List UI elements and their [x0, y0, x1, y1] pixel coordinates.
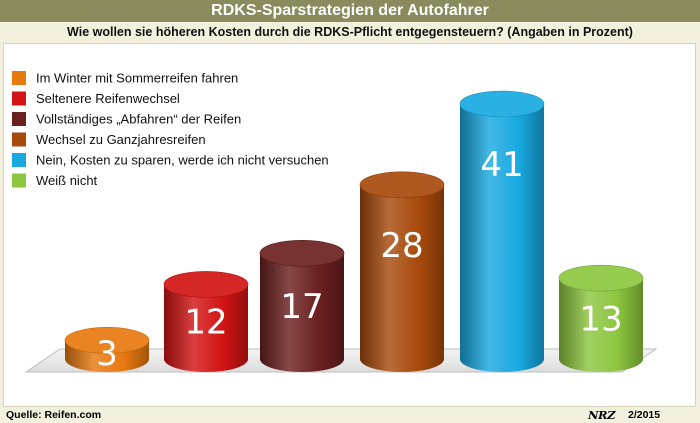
bar-top: [163, 271, 249, 298]
chart-subtitle: Wie wollen sie höheren Kosten durch die …: [67, 25, 633, 39]
bar-series: 3 12 17 28 41 13: [64, 90, 644, 374]
legend-item: Seltenere Reifenwechsel: [12, 91, 180, 106]
legend-swatch: [12, 112, 26, 126]
legend-label: Weiß nicht: [36, 173, 98, 188]
legend-swatch: [12, 173, 26, 188]
legend-swatch: [12, 153, 26, 167]
legend-label: Nein, Kosten zu sparen, werde ich nicht …: [36, 153, 329, 168]
legend: Im Winter mit Sommerreifen fahren Seltene…: [12, 71, 329, 188]
bar-value-label: 3: [96, 334, 118, 374]
legend-label: Seltenere Reifenwechsel: [36, 91, 180, 106]
bar-top: [459, 90, 545, 118]
issue-date: 2/2015: [628, 409, 661, 421]
publisher-logo: NRZ: [588, 408, 615, 422]
bar-value-label: 41: [480, 145, 523, 185]
title-bar: [0, 0, 700, 22]
bar-body: [164, 284, 248, 372]
source-note: Quelle: Reifen.com: [6, 409, 102, 421]
bar-value-label: 13: [579, 300, 622, 340]
bar: 3: [64, 327, 150, 374]
chart-panel: 3 12 17 28 41 13 Im Winter mit Sommerreifen fa…: [3, 43, 696, 407]
bar: 41: [459, 90, 545, 372]
legend-item: Im Winter mit Sommerreifen fahren: [12, 71, 238, 86]
chart-title: RDKS-Sparstrategien der Autofahrer: [211, 2, 489, 19]
bar-body: [559, 278, 643, 372]
legend-item: Weiß nicht: [12, 173, 98, 188]
bar-top: [259, 239, 345, 267]
bar: 13: [558, 264, 644, 372]
bar-top: [359, 171, 445, 199]
bar-value-label: 17: [280, 287, 323, 327]
legend-item: Wechsel zu Ganzjahresreifen: [12, 132, 206, 147]
legend-label: Vollständiges „Abfahren“ der Reifen: [36, 112, 241, 127]
bar: 17: [259, 239, 345, 372]
bar-body: [360, 184, 444, 372]
legend-label: Im Winter mit Sommerreifen fahren: [36, 71, 238, 86]
bar: 28: [359, 171, 445, 372]
legend-item: Nein, Kosten zu sparen, werde ich nicht …: [12, 153, 329, 168]
legend-swatch: [12, 132, 26, 147]
bar-top: [64, 327, 150, 354]
bar: 12: [163, 271, 249, 372]
legend-item: Vollständiges „Abfahren“ der Reifen: [12, 112, 241, 127]
bar-value-label: 28: [380, 226, 423, 266]
legend-label: Wechsel zu Ganzjahresreifen: [36, 132, 206, 147]
legend-swatch: [12, 71, 26, 85]
legend-swatch: [12, 91, 26, 106]
bar-body: [260, 253, 344, 372]
bar-chart: 3 12 17 28 41 13 Im Winter mit Sommerreifen fa…: [12, 71, 658, 374]
bar-body: [460, 104, 544, 372]
bar-top: [558, 264, 644, 292]
bar-value-label: 12: [184, 303, 227, 343]
